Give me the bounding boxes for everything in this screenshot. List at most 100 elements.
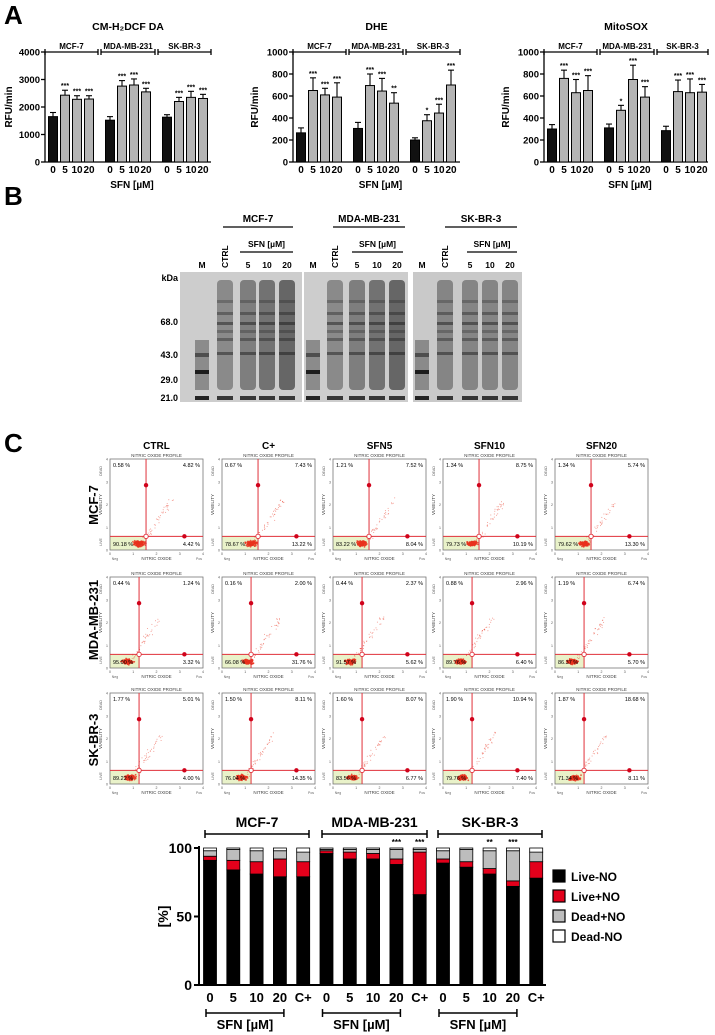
plot-title: NITRIC OXIDE PROFILE: [464, 571, 515, 576]
bar-segment-dead-no: [272, 850, 287, 860]
gate-center-handle[interactable]: [359, 651, 365, 657]
gate-handle[interactable]: [182, 652, 187, 657]
gate-center-handle[interactable]: [248, 767, 254, 773]
x-tick-label: 4: [314, 786, 316, 790]
event-dot: [161, 735, 163, 737]
gate-handle[interactable]: [294, 768, 299, 773]
gate-center-handle[interactable]: [255, 533, 261, 539]
quadrant-percent-upper-left: 0.88 %: [446, 581, 463, 587]
y-tick-label: 2000: [19, 103, 40, 114]
event-dot: [585, 646, 587, 648]
event-dot: [148, 534, 150, 536]
gate-center-handle[interactable]: [476, 533, 482, 539]
gate-handle[interactable]: [143, 482, 149, 488]
gate-handle[interactable]: [136, 716, 142, 722]
event-dot: [273, 510, 274, 512]
protein-band: [279, 330, 295, 333]
event-dot: [274, 509, 276, 511]
x-tick-label: 3: [291, 552, 293, 556]
gate-handle[interactable]: [182, 768, 187, 773]
event-dot: [258, 753, 260, 755]
gate-center-handle[interactable]: [136, 767, 142, 773]
event-dot: [358, 542, 361, 544]
event-dot: [144, 642, 146, 644]
treatment-label: SFN [µM]: [473, 239, 510, 249]
event-dot: [153, 747, 155, 749]
gate-center-handle[interactable]: [136, 651, 142, 657]
event-dot: [490, 621, 492, 623]
event-dot: [371, 637, 373, 639]
quadrant-percent-upper-left: 0.44 %: [113, 581, 130, 587]
gate-center-handle[interactable]: [366, 533, 372, 539]
event-dot: [493, 516, 495, 518]
event-dot: [392, 502, 394, 504]
gate-handle[interactable]: [627, 534, 632, 539]
event-dot: [485, 627, 487, 628]
bar-segment-live-no: [342, 851, 357, 860]
y-tick-label: 100: [169, 840, 193, 856]
gate-handle[interactable]: [136, 600, 142, 606]
gate-handle[interactable]: [248, 716, 254, 722]
x-pos-label: Pos: [529, 675, 535, 679]
gate-handle[interactable]: [627, 768, 632, 773]
bar-segment-dead-no: [505, 847, 520, 852]
legend-swatch: [552, 869, 566, 883]
significance-marker: ***: [435, 97, 443, 104]
y-dead-label: DEAD: [322, 584, 326, 594]
event-dot: [487, 522, 489, 523]
gate-center-handle[interactable]: [469, 651, 475, 657]
gate-handle[interactable]: [294, 652, 299, 657]
x-tick-label: 0: [164, 165, 170, 176]
gate-center-handle[interactable]: [143, 533, 149, 539]
gate-handle[interactable]: [182, 534, 187, 539]
group-label: MDA-MB-231: [331, 814, 418, 830]
event-dot: [252, 765, 254, 767]
event-dot: [261, 754, 263, 755]
gate-handle[interactable]: [359, 716, 365, 722]
gate-handle[interactable]: [476, 482, 482, 488]
quadrant-percent-lower-left: 83.22 %: [336, 542, 356, 548]
gate-handle[interactable]: [359, 600, 365, 606]
x-tick-label: 10: [684, 165, 696, 176]
protein-band: [279, 352, 295, 355]
gate-center-handle[interactable]: [581, 767, 587, 773]
x-pos-label: Pos: [529, 557, 535, 561]
gate-handle[interactable]: [366, 482, 372, 488]
gate-handle[interactable]: [255, 482, 261, 488]
protein-band: [349, 300, 365, 303]
significance-marker: ***: [321, 81, 329, 88]
event-dot: [253, 541, 256, 544]
event-dot: [159, 735, 161, 737]
gate-handle[interactable]: [581, 716, 587, 722]
gate-handle[interactable]: [248, 600, 254, 606]
event-dot: [475, 637, 477, 639]
gate-handle[interactable]: [405, 768, 410, 773]
event-dot: [581, 541, 583, 544]
event-dot: [584, 648, 586, 650]
gate-handle[interactable]: [469, 600, 475, 606]
gate-center-handle[interactable]: [581, 651, 587, 657]
gate-handle[interactable]: [405, 534, 410, 539]
gate-handle[interactable]: [405, 652, 410, 657]
protein-band: [369, 330, 385, 333]
gate-handle[interactable]: [515, 652, 520, 657]
event-dot: [145, 637, 146, 639]
gate-center-handle[interactable]: [359, 767, 365, 773]
gate-handle[interactable]: [515, 534, 520, 539]
gate-center-handle[interactable]: [248, 651, 254, 657]
gate-handle[interactable]: [469, 716, 475, 722]
quadrant-percent-upper-right: 6.74 %: [628, 581, 645, 587]
event-dot: [252, 540, 255, 543]
gate-handle[interactable]: [294, 534, 299, 539]
gate-handle[interactable]: [627, 652, 632, 657]
event-dot: [378, 740, 380, 742]
bar: [296, 132, 306, 163]
x-tick-label: 0: [221, 552, 223, 556]
event-dot: [598, 744, 600, 746]
gate-handle[interactable]: [588, 482, 594, 488]
gate-center-handle[interactable]: [469, 767, 475, 773]
marker-size-label: 68.0: [160, 317, 178, 327]
gate-handle[interactable]: [581, 600, 587, 606]
gate-center-handle[interactable]: [588, 533, 594, 539]
gate-handle[interactable]: [515, 768, 520, 773]
